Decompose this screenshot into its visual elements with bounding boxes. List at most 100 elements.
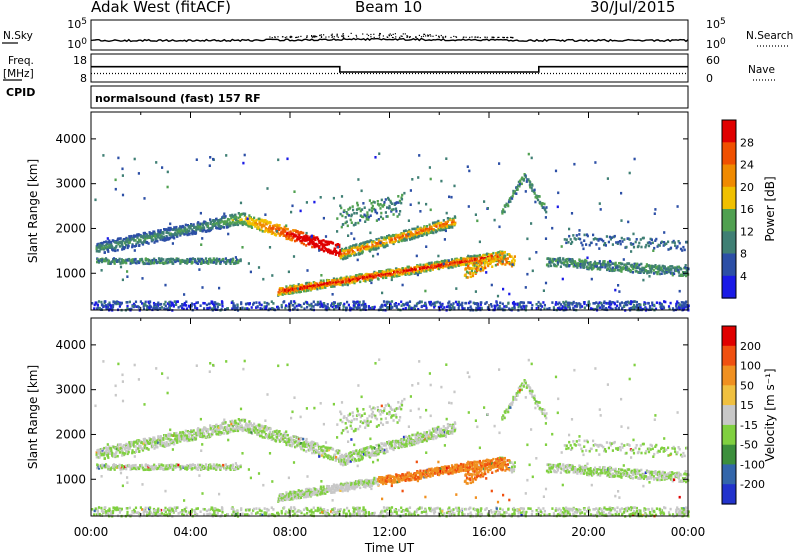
velocity-cell <box>101 447 104 451</box>
power-cell <box>133 249 136 252</box>
power-cell <box>346 212 349 216</box>
noise-sample <box>425 35 427 37</box>
power-cell <box>118 237 121 240</box>
power-cell <box>190 224 193 228</box>
power-cell <box>507 200 511 204</box>
power-cell <box>581 260 585 264</box>
power-cell <box>300 236 303 239</box>
power-cell <box>316 303 319 307</box>
power-cell <box>338 250 342 254</box>
noise-sample <box>379 34 381 36</box>
power-cell <box>174 231 177 235</box>
noise-sample <box>330 34 332 36</box>
power-cell <box>626 265 629 269</box>
power-cell <box>556 205 559 209</box>
power-cell <box>243 153 246 157</box>
power-cell <box>336 251 340 255</box>
power-cell <box>278 227 281 230</box>
power-cell <box>663 272 666 275</box>
power-cell <box>121 239 124 243</box>
power-cell <box>454 262 457 266</box>
noise-sample <box>295 36 297 39</box>
power-cell <box>509 255 512 258</box>
power-cell <box>649 242 652 245</box>
power-cell <box>362 247 366 250</box>
power-cell <box>467 256 470 260</box>
power-cell <box>653 212 656 215</box>
power-cell <box>440 227 443 230</box>
power-cell <box>529 181 532 184</box>
velocity-cell <box>130 440 133 444</box>
power-cell <box>126 275 129 278</box>
power-cell <box>256 305 259 308</box>
power-cell <box>129 238 132 242</box>
power-cell <box>270 232 273 235</box>
power-cell <box>284 230 287 233</box>
power-cell <box>203 307 206 310</box>
power-cell <box>290 210 293 214</box>
power-cell <box>590 241 593 245</box>
power-cell <box>401 238 404 242</box>
power-cell <box>166 236 169 239</box>
power-cell <box>355 211 358 215</box>
power-cell <box>522 179 525 182</box>
power-cell <box>255 218 258 222</box>
power-cell <box>154 239 157 243</box>
power-cell <box>554 303 557 306</box>
colorbar-segment <box>722 186 736 210</box>
power-cell <box>464 267 467 270</box>
power-cell <box>224 257 227 260</box>
power-cell <box>350 245 353 249</box>
power-cell <box>602 263 605 266</box>
power-cell <box>184 304 188 307</box>
power-cell <box>186 224 189 227</box>
power-cell <box>172 233 175 236</box>
power-cell <box>434 266 437 269</box>
power-cell <box>614 306 617 310</box>
power-cell <box>633 264 636 268</box>
power-cell <box>663 265 666 269</box>
power-cell <box>131 304 134 308</box>
power-cell <box>312 285 315 289</box>
power-cell <box>175 258 178 262</box>
power-cell <box>667 305 671 308</box>
noise-sample <box>427 34 429 36</box>
power-cell <box>428 301 432 305</box>
power-cell <box>380 211 383 215</box>
colorbar-title: Power [dB] <box>763 176 777 241</box>
power-cell <box>319 279 322 283</box>
velocity-cell <box>192 429 195 432</box>
power-cell <box>208 164 211 167</box>
power-cell <box>466 276 469 279</box>
velocity-cell <box>147 448 150 451</box>
power-cell <box>203 220 206 224</box>
power-cell <box>640 245 643 249</box>
power-cell <box>530 222 533 225</box>
power-cell <box>162 258 165 261</box>
power-cell <box>129 262 132 265</box>
power-cell <box>422 263 425 267</box>
power-cell <box>108 239 111 243</box>
power-cell <box>369 239 372 242</box>
power-cell <box>417 265 420 269</box>
power-cell <box>544 237 548 240</box>
power-cell <box>260 228 263 232</box>
power-cell <box>121 278 124 282</box>
power-cell <box>524 175 527 179</box>
power-cell <box>120 258 123 261</box>
power-cell <box>311 236 314 240</box>
power-cell <box>434 230 438 234</box>
power-cell <box>638 270 641 274</box>
power-cell <box>593 266 596 269</box>
power-cell <box>530 307 533 310</box>
power-cell <box>630 269 633 273</box>
power-cell <box>299 290 303 293</box>
power-cell <box>594 161 597 164</box>
power-cell <box>229 258 232 261</box>
velocity-cell <box>183 439 186 442</box>
power-cell <box>640 270 643 273</box>
power-cell <box>415 302 419 306</box>
power-cell <box>128 257 131 261</box>
power-cell <box>620 236 623 240</box>
power-cell <box>362 279 365 282</box>
